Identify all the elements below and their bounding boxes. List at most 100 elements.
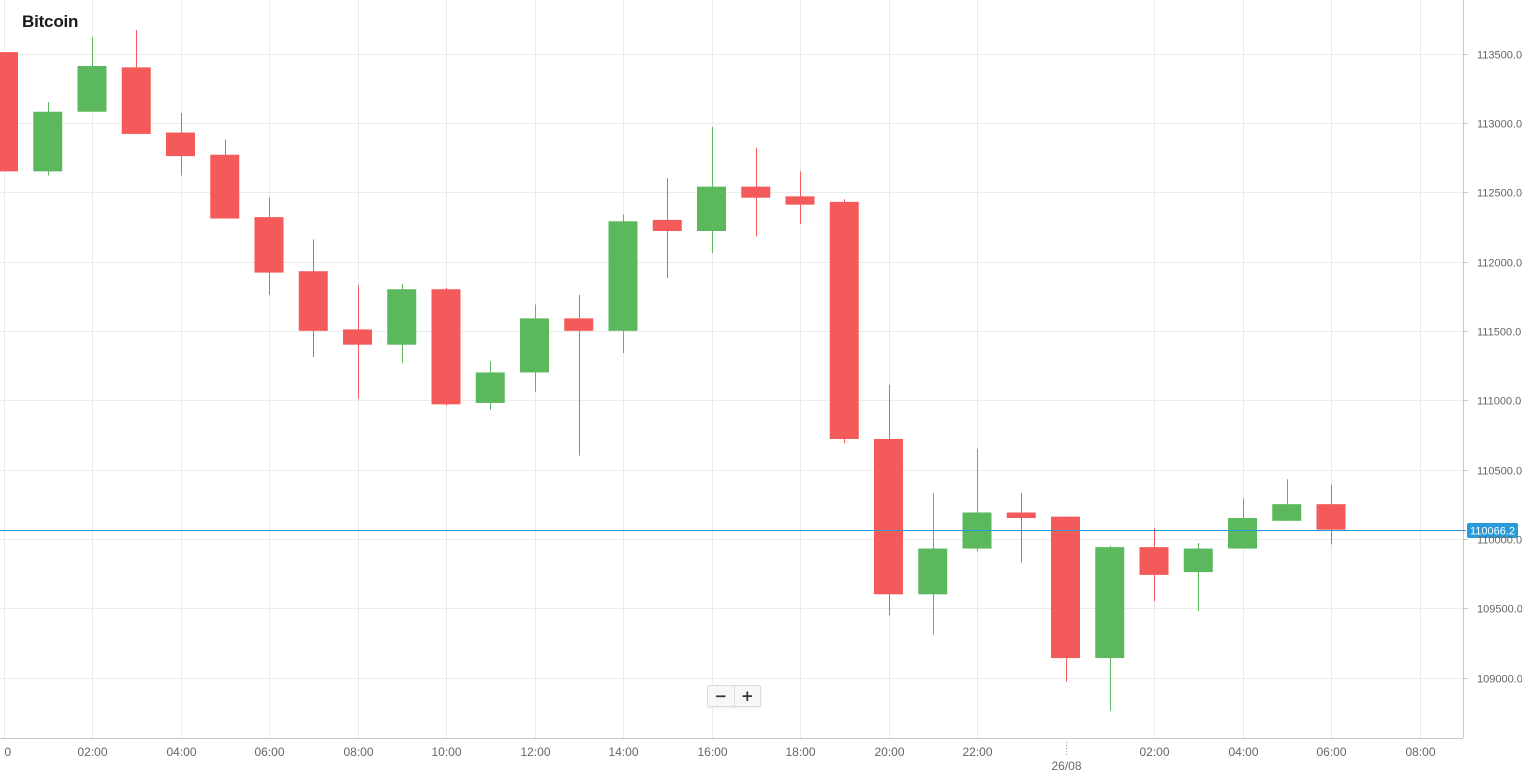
candle-body <box>520 318 549 373</box>
candle-up[interactable] <box>1228 498 1257 549</box>
candle-body <box>741 186 771 198</box>
zoom-controls: − + <box>707 685 761 707</box>
candle-body <box>1051 516 1080 659</box>
candle-body <box>343 329 372 345</box>
candle-body <box>254 217 284 273</box>
candle-down[interactable] <box>166 113 195 176</box>
candle-body <box>1183 548 1213 573</box>
candle-up[interactable] <box>962 448 992 552</box>
candle-down[interactable] <box>254 197 284 295</box>
tick-labels: 109000.0 109500.0 110000.0 110500.0 111000.0… <box>5 50 1522 774</box>
candle-body <box>298 271 328 331</box>
y-tick-label: 113500.0 <box>1477 50 1522 62</box>
y-tick-label: 113000.0 <box>1477 119 1522 131</box>
x-tick-label: 10:00 <box>431 745 461 759</box>
candle-down[interactable] <box>1139 527 1169 602</box>
candle-body <box>1006 512 1036 519</box>
candle-body <box>564 318 594 331</box>
x-tick-label: 08:00 <box>1405 745 1435 759</box>
candle-body <box>431 289 461 405</box>
candle-up[interactable] <box>608 214 638 354</box>
candle-up[interactable] <box>1183 542 1213 611</box>
candle-down[interactable] <box>121 29 151 134</box>
candle-body <box>1228 518 1257 549</box>
candle-up[interactable] <box>918 493 948 635</box>
x-tick-label: 02:00 <box>77 745 107 759</box>
candle-body <box>918 548 948 595</box>
y-tick-label: 109000.0 <box>1477 674 1522 686</box>
candle-down[interactable] <box>741 147 771 237</box>
y-tick-label: 110000.0 <box>1477 535 1522 547</box>
candle-down[interactable] <box>431 287 461 406</box>
candle-down[interactable] <box>829 199 859 444</box>
candle-up[interactable] <box>697 126 726 254</box>
candle-down[interactable] <box>564 294 594 456</box>
candle-body <box>387 289 417 345</box>
candle-body <box>608 221 638 331</box>
zoom-out-button[interactable]: − <box>714 686 728 705</box>
candle-down[interactable] <box>210 139 240 219</box>
candle-down[interactable] <box>1051 516 1080 682</box>
y-tick-label: 110500.0 <box>1477 466 1522 478</box>
candle-body <box>210 154 240 219</box>
candle-body <box>1316 504 1346 530</box>
grid-lines <box>0 0 1463 738</box>
x-tick-label: 18:00 <box>785 745 815 759</box>
candle-body <box>785 196 815 205</box>
y-tick-label: 111500.0 <box>1477 327 1521 339</box>
candle-down[interactable] <box>0 52 18 172</box>
x-tick-label: 04:00 <box>1228 745 1258 759</box>
candle-body <box>1095 547 1125 659</box>
x-tick-label: 04:00 <box>166 745 196 759</box>
candle-body <box>874 438 903 595</box>
x-tick-label: 12:00 <box>520 745 550 759</box>
x-tick-label: 14:00 <box>608 745 638 759</box>
candle-body <box>0 52 18 172</box>
candle-up[interactable] <box>520 304 549 392</box>
x-tick-label: 06:00 <box>1316 745 1346 759</box>
current-price-marker: 110066.2 <box>0 523 1518 538</box>
candle-down[interactable] <box>652 178 682 279</box>
candle-body <box>652 219 682 231</box>
y-tick-label: 112000.0 <box>1477 258 1522 270</box>
candle-down[interactable] <box>874 384 903 616</box>
candle-up[interactable] <box>33 102 63 176</box>
candle-down[interactable] <box>343 285 372 399</box>
candles[interactable] <box>0 29 1346 711</box>
candle-body <box>77 65 107 112</box>
y-tick-label: 112500.0 <box>1477 188 1522 200</box>
zoom-in-button[interactable]: + <box>733 686 761 706</box>
x-tick-label: 20:00 <box>874 745 904 759</box>
candle-body <box>1139 547 1169 575</box>
candle-up[interactable] <box>475 361 505 410</box>
candle-up[interactable] <box>387 283 417 363</box>
candle-down[interactable] <box>298 239 328 358</box>
axes <box>0 0 1468 755</box>
x-tick-label: 08:00 <box>343 745 373 759</box>
date-label: 26/08 <box>1051 759 1081 773</box>
chart-title: Bitcoin <box>22 12 79 31</box>
x-tick-label: 22:00 <box>962 745 992 759</box>
candle-body <box>1272 504 1302 521</box>
candle-body <box>121 67 151 134</box>
candle-down[interactable] <box>785 171 815 225</box>
candle-body <box>475 372 505 403</box>
candle-body <box>829 201 859 439</box>
candle-body <box>166 132 195 157</box>
candle-up[interactable] <box>77 36 107 112</box>
y-tick-label: 111000.0 <box>1477 396 1521 408</box>
current-price-badge <box>1467 523 1518 538</box>
x-tick-label: 06:00 <box>254 745 284 759</box>
candle-body <box>697 186 726 231</box>
x-tick-label: 16:00 <box>697 745 727 759</box>
candle-down[interactable] <box>1006 493 1036 563</box>
candle-down[interactable] <box>1316 484 1346 545</box>
candle-up[interactable] <box>1095 545 1125 711</box>
candle-body <box>33 111 63 172</box>
current-price-label: 110066.2 <box>1470 526 1515 538</box>
candle-up[interactable] <box>1272 479 1302 521</box>
y-tick-label: 109500.0 <box>1477 604 1522 616</box>
x-tick-label: 02:00 <box>1139 745 1169 759</box>
x-tick-label: 0 <box>5 745 12 759</box>
